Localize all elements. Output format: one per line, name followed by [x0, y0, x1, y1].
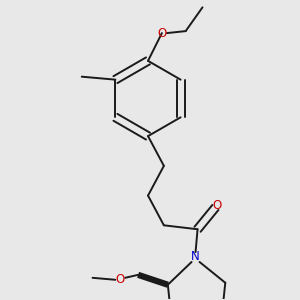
- Text: O: O: [157, 27, 167, 40]
- Text: O: O: [116, 273, 125, 286]
- Text: N: N: [191, 250, 200, 263]
- Text: O: O: [213, 199, 222, 212]
